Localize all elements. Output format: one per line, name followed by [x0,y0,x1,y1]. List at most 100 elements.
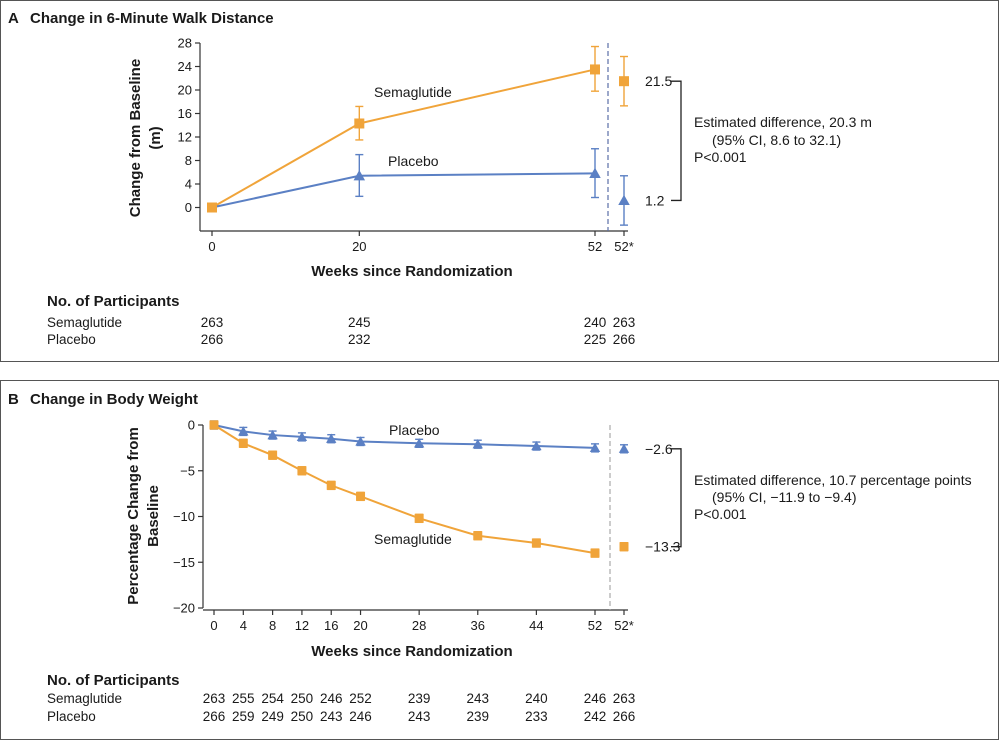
panel-b-frame [0,380,999,740]
a-participants-cell: 225 [584,332,607,347]
panel-b-participants-row-label-placebo: Placebo [47,709,96,724]
b-participants-cell: 240 [525,691,548,706]
b-x-tick-label: 44 [529,618,543,633]
b-participants-cell: 255 [232,691,255,706]
b-semaglutide-point [209,420,219,430]
b-participants-cell: 263 [613,691,636,706]
a-placebo-point [353,170,366,181]
a-y-tick-label: 20 [178,83,192,98]
panel-a-xlabel: Weeks since Randomization [311,263,512,280]
b-x-tick-label: 12 [295,618,309,633]
b-x-tick-label: 4 [240,618,247,633]
b-participants-cell: 246 [320,691,343,706]
a-semaglutide-point [590,64,600,75]
b-placebo-point [238,426,249,436]
a-participants-cell: 245 [348,315,371,330]
a-y-tick-label: 24 [178,59,192,74]
panel-b-letter: B [8,391,19,408]
a-semaglutide-point [354,118,365,129]
b-participants-cell: 254 [261,691,284,706]
b-x-tick-label: 52 [588,618,602,633]
panel-a-annotation-line3: P<0.001 [694,149,747,165]
b-participants-cell: 243 [408,709,431,724]
a-y-tick-label: 16 [178,106,192,121]
panel-b-title: Change in Body Weight [30,391,198,408]
a-x-tick-label: 0 [208,239,215,254]
a-y-tick-label: 12 [178,130,192,145]
b-semaglutide-point [268,450,278,460]
a-participants-cell: 232 [348,332,371,347]
b-placebo-final-value: −2.6 [645,441,673,457]
b-participants-cell: 259 [232,709,255,724]
b-participants-cell: 242 [584,709,607,724]
b-participants-cell: 252 [349,691,372,706]
b-participants-cell: 246 [349,709,372,724]
b-placebo-line [213,424,596,449]
panel-b-series-label-semaglutide: Semaglutide [374,531,452,547]
a-y-tick-label: 8 [185,153,192,168]
panel-a-frame [0,0,999,362]
panel-b-xlabel: Weeks since Randomization [311,643,512,660]
b-y-tick-label: −10 [173,509,195,524]
panel-b-ylabel-line1: Percentage Change from [125,427,142,605]
panel-a: A Change in 6-Minute Walk Distance Chang… [8,10,872,347]
a-y-tick-label: 4 [185,177,192,192]
a-placebo-point [207,202,217,213]
panel-a-annotation-line1: Estimated difference, 20.3 m [694,114,872,130]
b-semaglutide-point [297,466,307,476]
b-semaglutide-point [356,491,366,501]
b-semaglutide-point [326,480,336,490]
b-semaglutide-point [414,513,424,523]
panel-b-y-axis: −20 −15 −10 −5 0 [173,418,204,616]
b-semaglutide-final-point [619,542,629,552]
b-y-tick-label: −15 [173,555,195,570]
b-placebo-final-point [618,443,630,453]
b-semaglutide-final-value: −13.3 [645,539,681,555]
panel-b-ylabel-line2: Baseline [145,485,162,547]
panel-b-annotation-line2: (95% CI, −11.9 to −9.4) [712,489,857,505]
panel-a-series-label-semaglutide: Semaglutide [374,84,452,100]
a-semaglutide-final-point [619,76,629,87]
panel-a-ylabel-line1: Change from Baseline [127,59,144,217]
a-placebo-final-point [618,194,630,206]
a-participants-cell: 266 [201,332,224,347]
b-placebo-point [589,442,601,453]
panel-a-ylabel-line2: (m) [147,126,164,149]
panel-b-difference-bracket: −2.6 −13.3 [645,441,682,555]
panel-b-participants-row-label-semaglutide: Semaglutide [47,691,122,706]
a-y-tick-label: 0 [185,200,192,215]
panel-b-annotation-line1: Estimated difference, 10.7 percentage po… [694,472,972,488]
panel-b-annotation-line3: P<0.001 [694,506,747,522]
panel-a-x-axis: 0 20 52 52* [200,230,634,254]
a-x-tick-label: 52 [588,239,602,254]
b-participants-cell: 250 [291,691,314,706]
b-placebo-point [355,436,366,446]
b-participants-cell: 263 [203,691,226,706]
b-placebo-point [267,429,278,440]
panel-a-series [207,45,630,226]
b-participants-cell: 243 [467,691,490,706]
b-y-tick-label: 0 [188,418,195,433]
a-participants-cell: 263 [201,315,224,330]
a-participants-cell: 266 [613,332,636,347]
panel-a-y-axis: 0 4 8 12 16 20 24 28 [178,36,201,231]
a-semaglutide-final-value: 21.5 [645,73,672,89]
b-placebo-point [531,440,542,451]
panel-b-y-axis-title: Percentage Change from Baseline [125,427,162,605]
a-x-tick-label: 52* [614,239,634,254]
b-placebo-point [472,439,483,449]
b-semaglutide-point [238,438,248,448]
a-placebo-point [589,167,601,179]
b-x-tick-label: 36 [471,618,485,633]
panel-a-annotation-line2: (95% CI, 8.6 to 32.1) [712,132,841,148]
b-participants-cell: 266 [203,709,226,724]
b-y-tick-label: −20 [173,601,195,616]
panel-b: B Change in Body Weight Percentage Chang… [8,391,972,724]
panel-a-participants-row-label-semaglutide: Semaglutide [47,315,122,330]
b-semaglutide-point [531,538,541,548]
b-semaglutide-point [473,531,483,541]
b-participants-cell: 239 [408,691,431,706]
b-y-tick-label: −5 [180,463,195,478]
b-participants-cell: 249 [261,709,284,724]
